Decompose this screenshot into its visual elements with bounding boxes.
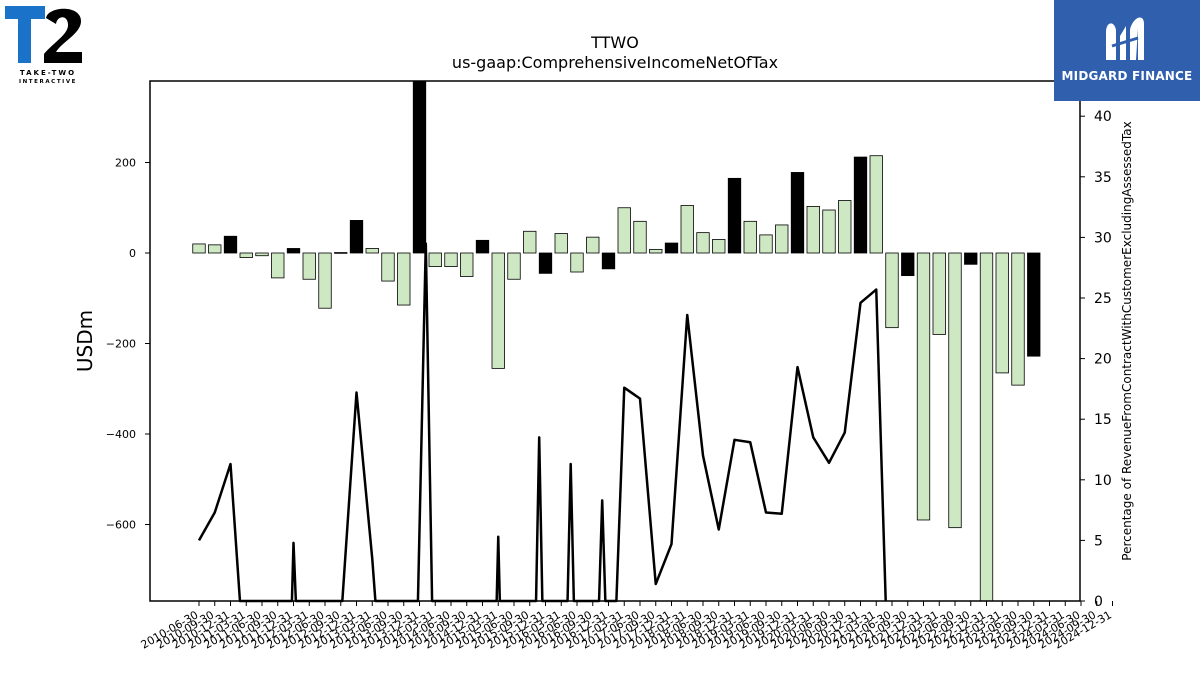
y2-axis-ticks: 0 5 10 15 20 25 30 35 40: [1080, 109, 1112, 610]
bar-2020-06-30: [822, 209, 836, 254]
y2-tick-label: 30: [1094, 230, 1112, 246]
chart-title: TTWO: [590, 33, 639, 52]
bar-2011-03-31: [239, 252, 253, 258]
bar-2014-06-30: [444, 252, 458, 267]
bar-2010-12-31: [223, 235, 238, 254]
y-tick-label: −600: [106, 519, 136, 532]
bar-2018-09-30: [712, 239, 726, 254]
bar-2017-12-31: [664, 242, 679, 254]
bar-2021-12-31: [916, 252, 931, 521]
bar-2022-06-30: [948, 252, 962, 529]
bar-2020-12-31: [853, 156, 868, 254]
bar-2019-06-30: [759, 234, 773, 254]
bar-2014-09-30: [460, 252, 474, 277]
bar-2012-03-31: [302, 252, 316, 280]
bar-2017-09-30: [649, 248, 663, 254]
y2-tick-label: 15: [1094, 412, 1112, 428]
bar-2023-03-31: [995, 252, 1009, 374]
percentage-line-series: [197, 242, 887, 603]
bar-2021-06-30: [885, 252, 899, 329]
bar-2015-03-31: [491, 252, 505, 369]
x-axis-ticks: 2010-06-302010-09-302010-12-312011-03-31…: [139, 601, 1114, 652]
plot-frame: [149, 80, 1081, 602]
bar-2013-03-31: [365, 248, 379, 254]
bar-2023-06-30: [1011, 252, 1025, 386]
bar-2017-03-31: [617, 207, 631, 254]
bar-2011-09-30: [271, 252, 285, 279]
y-tick-label: −400: [106, 428, 136, 441]
bar-2016-03-31: [554, 233, 568, 254]
y-tick-label: −200: [106, 338, 136, 351]
bar-2016-09-30: [586, 236, 600, 254]
bar-2018-03-31: [680, 205, 694, 254]
svg-text:INTERACTIVE: INTERACTIVE: [19, 79, 77, 84]
y2-tick-label: 25: [1094, 291, 1112, 307]
take-two-logo: TAKE-TWO INTERACTIVE: [4, 4, 94, 85]
y-tick-label: 0: [129, 247, 136, 260]
y2-tick-label: 0: [1094, 594, 1103, 610]
bar-2014-03-31: [428, 252, 442, 267]
bar-2017-06-30: [633, 220, 647, 254]
bar-2016-06-30: [570, 252, 584, 273]
bar-2012-06-30: [318, 252, 332, 309]
bar-2010-09-30: [208, 244, 222, 254]
y2-tick-label: 20: [1094, 352, 1112, 368]
y2-tick-label: 10: [1094, 473, 1112, 489]
bar-2019-03-31: [743, 220, 757, 254]
bar-2019-09-30: [775, 224, 789, 254]
bar-2020-09-30: [838, 200, 852, 254]
bar-2011-12-31: [286, 248, 301, 254]
y2-tick-label: 5: [1094, 533, 1103, 549]
chart-subtitle: us-gaap:ComprehensiveIncomeNetOfTax: [452, 53, 778, 72]
bar-2022-09-30: [964, 252, 978, 265]
bar-2013-09-30: [397, 252, 411, 306]
bar-2022-12-31: [979, 252, 994, 602]
bar-2019-12-31: [790, 172, 805, 254]
bar-2013-06-30: [381, 252, 395, 282]
y2-tick-label: 40: [1094, 109, 1112, 125]
bar-2012-12-31: [349, 220, 364, 254]
y2-tick-label: 35: [1094, 170, 1112, 186]
bar-2013-12-31: [412, 80, 427, 254]
bar-2018-12-31: [727, 177, 742, 254]
bar-2023-09-30: [1027, 252, 1041, 357]
y2-axis-label: Percentage of RevenueFromContractWithCus…: [1120, 121, 1134, 560]
bar-2020-03-31: [806, 205, 820, 254]
bar-series: [192, 80, 1041, 602]
bar-2016-12-31: [601, 252, 616, 270]
bar-2010-06-30: [192, 243, 206, 254]
bar-2014-12-31: [475, 239, 490, 254]
bar-2015-12-31: [538, 252, 553, 274]
y-tick-label: 200: [115, 157, 136, 170]
bar-2018-06-30: [696, 232, 710, 254]
percentage-line: [197, 242, 887, 603]
svg-text:TAKE-TWO: TAKE-TWO: [20, 69, 76, 77]
bar-2015-09-30: [523, 230, 537, 254]
bar-2021-03-31: [869, 155, 883, 254]
bar-2022-03-31: [932, 252, 946, 335]
bar-2021-09-30: [901, 252, 915, 277]
midgard-finance-logo: MIDGARD FINANCE: [1054, 0, 1200, 101]
y-axis-label: USDm: [73, 310, 97, 372]
y-axis-ticks: −600 −400 −200 0 200: [106, 157, 150, 532]
bar-2015-06-30: [507, 252, 521, 280]
bar-2011-06-30: [255, 252, 269, 257]
bar-2012-09-30: [334, 252, 348, 254]
